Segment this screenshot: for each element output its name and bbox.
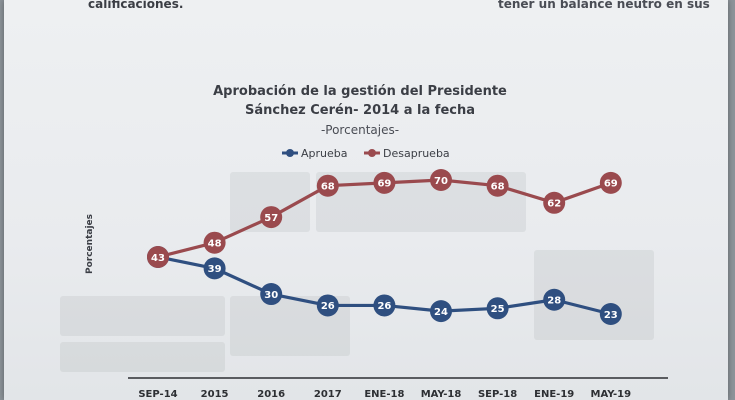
data-label-desaprueba: 69 [377,179,391,190]
x-tick-label: 2015 [201,389,229,400]
data-label-aprueba: 39 [208,264,222,275]
x-tick-label: ENE-18 [364,389,404,400]
body-text-left: calificaciones. [88,0,184,11]
x-tick-label: MAY-19 [591,389,632,400]
data-label-aprueba: 23 [604,310,618,321]
data-point-desaprueba [147,245,169,268]
body-text-line: calificaciones. tener un balance neutro … [88,0,728,12]
x-tick-label: ENE-19 [534,389,574,400]
x-tick-label: SEP-18 [478,389,517,400]
x-tick-label: MAY-18 [421,389,462,400]
data-point-aprueba [203,257,226,280]
body-text-right: tener un balance neutro en sus [498,0,710,11]
bleed-through-block [60,296,225,336]
data-label-aprueba: 24 [434,307,448,318]
data-label-desaprueba: 43 [151,253,165,264]
data-label-desaprueba: 68 [491,182,505,193]
data-point-desaprueba [486,174,509,197]
data-point-aprueba [430,300,452,323]
legend-marker-desaprueba [368,149,376,157]
data-label-aprueba: 25 [491,304,505,315]
data-label-desaprueba: 57 [264,213,278,224]
chart-title-line-2: Sánchez Cerén- 2014 a la fecha [245,103,475,118]
legend-label-desaprueba: Desaprueba [383,147,450,160]
legend-marker-aprueba [286,149,294,157]
x-tick-label: 2016 [257,389,285,400]
data-label-desaprueba: 69 [604,179,618,190]
data-point-desaprueba [430,169,452,191]
data-label-aprueba: 26 [377,301,391,312]
data-point-desaprueba [543,191,566,214]
data-point-desaprueba [316,174,339,197]
data-label-aprueba: 28 [547,296,561,307]
data-point-aprueba [260,283,283,306]
data-point-aprueba [316,294,339,317]
data-label-desaprueba: 62 [547,199,561,210]
x-tick-label: 2017 [314,389,342,400]
data-point-aprueba [486,297,509,320]
x-tick-label: SEP-14 [138,389,177,400]
legend-label-aprueba: Aprueba [301,147,348,160]
data-point-aprueba [543,288,566,311]
document-page: calificaciones. tener un balance neutro … [4,0,728,400]
data-point-desaprueba [203,231,226,254]
chart-title-line-1: Aprobación de la gestión del Presidente [213,84,507,99]
data-label-desaprueba: 70 [434,176,448,187]
y-axis-label: Porcentajes [85,214,95,274]
data-point-desaprueba [599,171,622,194]
data-point-aprueba [599,303,622,325]
data-point-aprueba [373,294,396,317]
data-point-desaprueba [260,206,283,229]
data-label-aprueba: 30 [264,290,278,301]
data-point-desaprueba [373,171,396,194]
data-label-desaprueba: 68 [321,182,335,193]
bleed-through-block [60,342,225,372]
data-label-aprueba: 26 [321,301,335,312]
chart-subtitle: -Porcentajes- [320,123,400,137]
data-label-desaprueba: 48 [208,239,222,250]
